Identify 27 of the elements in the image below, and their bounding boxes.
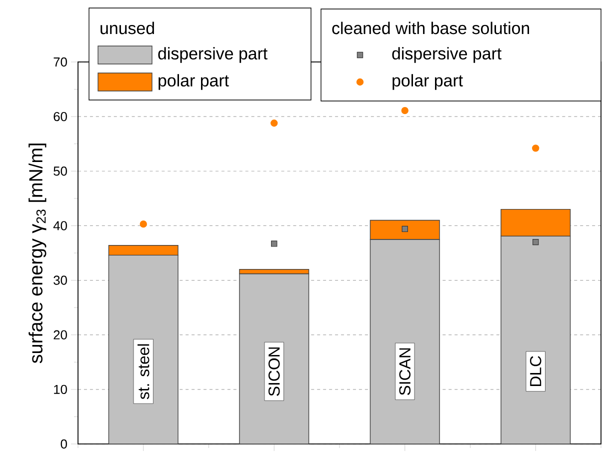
x-tick-label: SICON xyxy=(268,347,280,396)
bar xyxy=(239,273,310,444)
y-tick-label: 10 xyxy=(54,384,67,394)
legend-label: dispersive part xyxy=(392,47,502,63)
y-tick-label: 0 xyxy=(60,439,67,449)
legend-label: polar part xyxy=(158,74,229,90)
legend-label: dispersive part xyxy=(158,47,268,63)
text: cleaned with base solution xyxy=(332,22,530,34)
point xyxy=(271,240,278,247)
x-tick-label: SICAN xyxy=(399,348,411,396)
point xyxy=(401,106,408,114)
y-axis-title: surface energy γ$_{23}$ [mN/m] xyxy=(28,144,46,364)
y-tick-label: 70 xyxy=(54,57,67,67)
point xyxy=(270,120,278,127)
y-tick-label: 30 xyxy=(54,276,67,285)
x-tick-label: DLC xyxy=(530,356,542,386)
y-tick-label: 20 xyxy=(54,330,67,340)
point xyxy=(532,238,539,246)
point xyxy=(140,220,147,228)
y-tick-label: 50 xyxy=(54,166,67,176)
point xyxy=(402,226,408,232)
point xyxy=(532,144,540,152)
legend-title: unused xyxy=(100,22,154,34)
y-tick-label: 40 xyxy=(53,221,67,230)
y-tick-label: 60 xyxy=(54,112,67,122)
legend-label: polar part xyxy=(392,74,463,90)
x-tick-label: st. steel xyxy=(138,344,150,400)
